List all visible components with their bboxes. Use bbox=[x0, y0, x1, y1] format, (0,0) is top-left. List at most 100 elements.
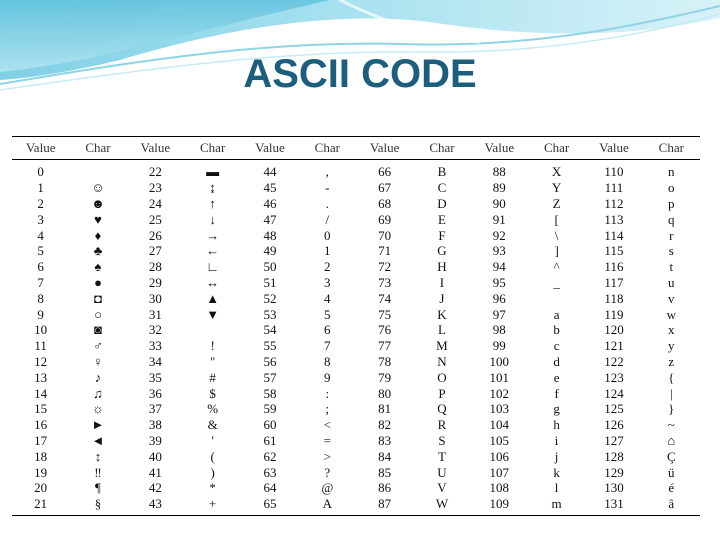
table-cell: ↔ bbox=[206, 274, 220, 290]
table-row: 11 ♂ 33! 55 7 77 M 99 c 121 y bbox=[12, 338, 700, 354]
table-cell: , bbox=[325, 164, 329, 180]
table-cell: 41 bbox=[148, 464, 162, 480]
table-cell: N bbox=[437, 353, 447, 369]
table-cell: ◄ bbox=[91, 432, 105, 448]
table-cell: 57 bbox=[263, 369, 277, 385]
table-cell: 118 bbox=[604, 290, 624, 306]
column-header: Value bbox=[470, 137, 528, 160]
table-cell: o bbox=[668, 180, 675, 196]
column-header: Value bbox=[126, 137, 184, 160]
table-cell: 50 bbox=[263, 259, 277, 275]
table-cell: 117 bbox=[604, 274, 624, 290]
table-cell: 64 bbox=[263, 480, 277, 496]
table-cell: 122 bbox=[604, 353, 624, 369]
table-cell: ♂ bbox=[93, 338, 103, 354]
table-cell: r bbox=[669, 227, 674, 243]
table-cell: C bbox=[437, 180, 447, 196]
table-cell: 6 bbox=[37, 259, 44, 275]
table-cell: 55 bbox=[263, 338, 277, 354]
table-cell: ● bbox=[94, 274, 102, 290]
table-cell: 127 bbox=[604, 432, 624, 448]
table-cell: 72 bbox=[378, 259, 392, 275]
table-cell: 0 bbox=[37, 164, 44, 180]
table-cell: 23 bbox=[148, 180, 162, 196]
table-cell: 45 bbox=[263, 180, 277, 196]
table-cell: 76 bbox=[378, 322, 392, 338]
table-header-row: Value Char Value Char Value Char Value Char Valu… bbox=[12, 137, 700, 160]
table-cell: 114 bbox=[604, 227, 624, 243]
table-cell: ; bbox=[325, 401, 330, 417]
table-row: 19 ‼ 41) 63? 85 U 107 k 129 ü bbox=[12, 464, 700, 480]
table-cell: 107 bbox=[489, 464, 510, 480]
table-cell: ☻ bbox=[91, 195, 105, 211]
table-row: 15 ☼ 37% 59; 81 Q 103 g 125} bbox=[12, 401, 700, 417]
table-cell: ♦ bbox=[94, 227, 102, 243]
table-cell: 71 bbox=[378, 243, 392, 259]
table-cell: 24 bbox=[148, 195, 162, 211]
table-cell: 16 bbox=[34, 417, 48, 433]
table-cell: 32 bbox=[148, 322, 162, 338]
table-cell: 5 bbox=[37, 243, 44, 259]
table-row: 7 ● 29 ↔ 51 3 73 I 95 _ 117 u bbox=[12, 275, 700, 291]
table-cell: 44 bbox=[263, 164, 277, 180]
table-cell: n bbox=[668, 164, 675, 180]
table-cell: § bbox=[94, 496, 102, 512]
table-cell: 8 bbox=[324, 353, 331, 369]
table-cell: 30 bbox=[148, 290, 162, 306]
table-cell: v bbox=[668, 290, 675, 306]
table-cell: 8 bbox=[37, 290, 44, 306]
table-cell: 3 bbox=[37, 211, 44, 227]
table-cell: q bbox=[668, 211, 675, 227]
table-cell: R bbox=[437, 417, 447, 433]
table-cell: Z bbox=[552, 195, 561, 211]
table-cell: s bbox=[668, 243, 674, 259]
table-cell: ~ bbox=[667, 417, 675, 433]
table-cell: ⌂ bbox=[667, 432, 676, 448]
table-cell: H bbox=[437, 259, 447, 275]
table-cell: 96 bbox=[492, 290, 506, 306]
table-cell: ∟ bbox=[206, 259, 220, 275]
table-cell: l bbox=[554, 480, 559, 496]
table-cell: ♀ bbox=[93, 353, 103, 369]
table-cell: y bbox=[668, 338, 675, 354]
table-cell: 90 bbox=[492, 195, 506, 211]
table-cell: 91 bbox=[492, 211, 506, 227]
table-cell: 105 bbox=[489, 432, 510, 448]
table-cell: 88 bbox=[492, 164, 506, 180]
table-cell: 39 bbox=[148, 432, 162, 448]
table-cell: 79 bbox=[378, 369, 392, 385]
table-cell: % bbox=[207, 401, 219, 417]
table-cell: ▬ bbox=[206, 164, 220, 180]
table-cell: 53 bbox=[263, 306, 277, 322]
table-cell: → bbox=[206, 227, 220, 243]
table-cell: S bbox=[438, 432, 446, 448]
table-cell: ↨ bbox=[209, 180, 216, 196]
table-cell: 5 bbox=[324, 306, 331, 322]
column-header: Char bbox=[642, 137, 700, 160]
table-cell: ▼ bbox=[206, 306, 220, 322]
table-cell: 116 bbox=[604, 259, 624, 275]
table-cell: . bbox=[325, 195, 329, 211]
table-cell: < bbox=[323, 417, 331, 433]
table-cell: + bbox=[208, 496, 217, 512]
table-cell bbox=[528, 290, 585, 306]
table-cell: z bbox=[668, 353, 675, 369]
table-cell bbox=[69, 160, 126, 180]
table-cell: 106 bbox=[489, 448, 510, 464]
table-cell: 60 bbox=[263, 417, 277, 433]
table-cell: Y bbox=[551, 180, 562, 196]
table-row: 16 ► 38 & 60 <82 R 104 h 126 ~ bbox=[12, 417, 700, 433]
table-cell: p bbox=[668, 195, 675, 211]
table-cell: 74 bbox=[378, 290, 392, 306]
table-cell: k bbox=[553, 464, 560, 480]
table-cell: 7 bbox=[37, 274, 44, 290]
table-cell: ) bbox=[210, 464, 215, 480]
table-cell: 109 bbox=[489, 496, 510, 512]
table-cell: 129 bbox=[604, 464, 624, 480]
table-cell: 36 bbox=[148, 385, 162, 401]
table-cell: ‼ bbox=[94, 464, 102, 480]
table-cell: J bbox=[439, 290, 445, 306]
table-cell: 70 bbox=[378, 227, 392, 243]
table-cell: ► bbox=[91, 417, 105, 433]
table-cell: 58 bbox=[263, 385, 277, 401]
